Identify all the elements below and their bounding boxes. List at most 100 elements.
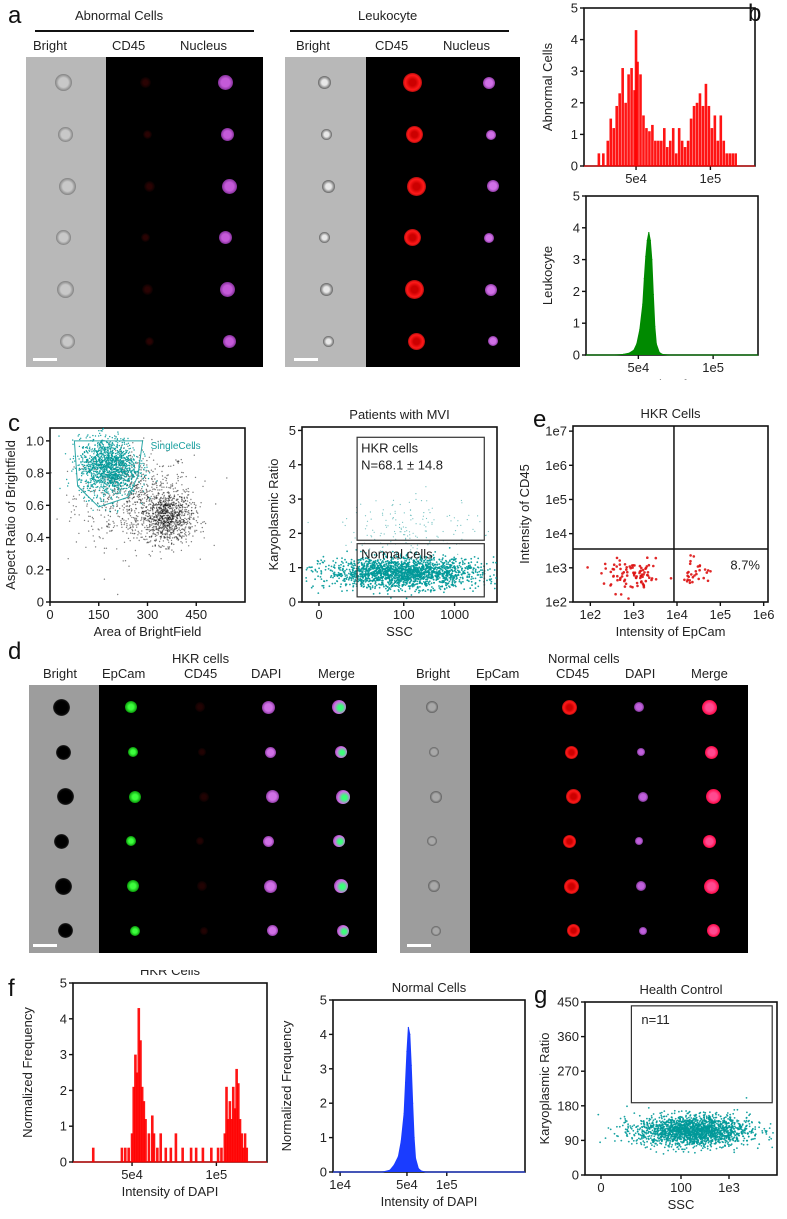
scatter-point [94,468,96,471]
scatter-point [366,586,368,589]
scatter-point [423,559,426,562]
scatter-point [126,456,128,458]
scatter-point [139,465,142,467]
scatter-point [153,504,155,506]
scatter-point [350,572,353,574]
scatter-point [80,491,83,494]
scatter-point [84,456,86,458]
scatter-point [174,521,176,523]
scatter-point [407,575,409,578]
scatter-point [451,580,454,583]
scatter-point [344,575,347,577]
brightfield-cell [54,74,72,92]
scatter-point [116,511,119,513]
scatter-point [92,450,95,452]
scatter-point [132,482,134,484]
scatter-point [159,524,162,526]
scatter-point [350,558,353,561]
histogram-bar [674,153,678,166]
scatter-point [139,469,141,471]
scatter-point [397,558,399,560]
scatter-point [121,464,124,466]
scatter-point [72,443,74,445]
scatter-point [123,475,126,477]
scatter-point [132,447,134,449]
scatter-point [122,530,124,533]
scatter-point [86,465,88,467]
scatter-point [461,560,464,562]
scatter-point [110,479,112,481]
scatter-point [495,561,497,564]
scatter-point [119,485,122,488]
scatter-point [108,479,111,481]
scatter-point [166,482,168,484]
scatter-point [162,526,165,528]
data-point [658,351,660,354]
y-tick-label: 0.6 [26,498,44,513]
scatter-point [96,452,99,454]
scatter-point [465,566,468,568]
scatter-point [153,483,156,485]
scatter-point [167,502,170,504]
scatter-point [489,568,491,570]
scatter-point [176,499,178,501]
scatter-point [99,482,101,484]
scatter-point [75,505,77,508]
scatter-point [175,503,177,505]
scatter-point [107,523,110,525]
scatter-point [87,444,90,446]
scatter-point [116,525,118,527]
scatter-point [190,503,192,505]
scatter-point [142,451,145,453]
scatter-point [378,578,381,581]
scatter-point [106,441,108,444]
scatter-point [382,561,385,564]
scatter-point [98,480,100,482]
scatter-point [99,497,101,499]
group-underline [35,30,254,32]
scatter-point [361,575,363,578]
scatter-point [132,526,134,528]
scatter-point [151,449,154,451]
gate-label: SingleCells [151,441,201,452]
scatter-point [446,572,449,574]
scatter-point [334,582,336,585]
scatter-point [105,447,107,449]
scatter-point [108,442,110,445]
scatter-point [404,562,406,565]
scatter-point [163,499,165,501]
scatter-point [91,484,94,486]
scatter-point [104,452,106,454]
scatter-point [82,453,84,456]
scatter-point [352,567,355,570]
scatter-point [462,580,464,583]
scatter-point [463,569,466,572]
scatter-point [140,536,142,538]
scatter-point [347,564,350,567]
scatter-point [125,526,128,529]
scatter-point [398,580,400,583]
scatter-point [401,567,404,570]
scatter-point [165,502,168,504]
scatter-point [135,507,137,510]
scatter-point [128,454,130,457]
scatter-point [125,505,128,507]
histogram-bar [651,124,654,166]
scatter-point [70,517,72,519]
scatter-point [114,438,116,440]
scatter-point [178,533,181,535]
scatter-point [192,535,194,537]
scatter-point [100,478,102,480]
scatter-point [171,517,174,520]
scatter-point [348,577,351,580]
histogram-bar [680,140,684,166]
scatter-point [88,468,90,470]
scatter-point [154,544,156,546]
scatter-point [412,561,415,564]
scatter-point [408,587,411,590]
scatter-point [174,523,176,525]
scatter-point [466,579,469,581]
scatter-point [394,566,397,569]
scatter-point [115,469,117,471]
scatter-point [371,576,374,579]
